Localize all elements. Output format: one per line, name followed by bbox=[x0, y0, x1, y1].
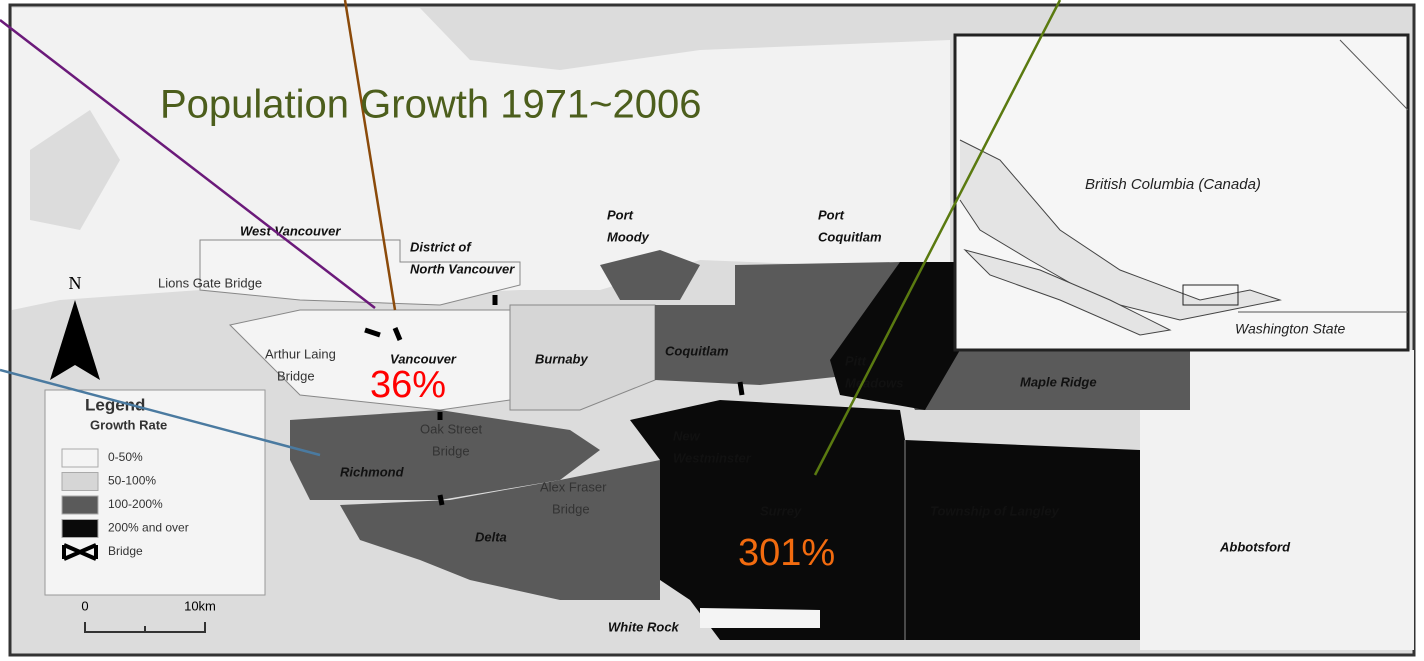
place-label: Surrey bbox=[760, 503, 802, 518]
place-label: Alex Fraser bbox=[540, 479, 607, 494]
place-label: Meadows bbox=[845, 375, 904, 390]
place-label: Bridge bbox=[432, 443, 470, 458]
legend-box bbox=[44, 389, 266, 596]
north-arrow bbox=[50, 300, 100, 380]
place-label: Abbotsford bbox=[1219, 539, 1291, 554]
place-label: Maple Ridge bbox=[1020, 374, 1097, 389]
legend-swatch bbox=[61, 519, 99, 538]
legend-swatch bbox=[61, 472, 99, 491]
legend-swatch bbox=[61, 495, 99, 515]
legend-label: Bridge bbox=[108, 544, 143, 558]
place-label: Arthur Laing bbox=[265, 346, 336, 361]
place-label: New bbox=[673, 428, 701, 443]
legend-label: 200% and over bbox=[108, 521, 189, 535]
place-label: Vancouver bbox=[390, 351, 457, 366]
place-label: Port bbox=[818, 207, 845, 222]
callout-line bbox=[0, 368, 321, 457]
burnaby bbox=[509, 304, 656, 411]
place-label: Delta bbox=[475, 529, 507, 544]
legend-label: 100-200% bbox=[108, 497, 163, 511]
vancouver-island bbox=[963, 249, 1172, 336]
legend-label: 0-50% bbox=[108, 450, 143, 464]
place-label: Port bbox=[607, 207, 634, 222]
map-title: Population Growth 1971~2006 bbox=[160, 83, 702, 127]
scale-start: 0 bbox=[81, 598, 88, 613]
eastern-land bbox=[1140, 350, 1414, 650]
west-north-vancouver bbox=[199, 239, 521, 306]
island bbox=[30, 110, 120, 230]
inset-coast bbox=[959, 139, 1282, 321]
growth-annotation: 301% bbox=[738, 532, 835, 574]
growth-annotation: 36% bbox=[370, 364, 446, 406]
white-rock bbox=[700, 608, 820, 628]
legend-label: 50-100% bbox=[108, 474, 156, 488]
legend-swatch bbox=[61, 448, 99, 468]
place-label: Bridge bbox=[552, 501, 590, 516]
place-label: White Rock bbox=[608, 619, 680, 634]
maple-ridge bbox=[900, 262, 1190, 410]
north-label: N bbox=[69, 273, 82, 293]
place-label: Coquitlam bbox=[665, 343, 729, 358]
place-label: Richmond bbox=[340, 464, 405, 479]
pitt-meadows bbox=[830, 262, 960, 410]
place-label: Township of Langley bbox=[930, 503, 1060, 518]
inset-neighbor-label: Washington State bbox=[1235, 321, 1345, 337]
callout-line bbox=[343, 0, 397, 311]
richmond bbox=[290, 410, 600, 500]
place-label: Bridge bbox=[277, 368, 315, 383]
callout-line bbox=[0, 19, 376, 309]
inset-border bbox=[1339, 39, 1409, 111]
port-moody bbox=[600, 250, 700, 300]
scale-bar bbox=[84, 622, 206, 633]
place-label: Lions Gate Bridge bbox=[158, 275, 262, 290]
place-label: North Vancouver bbox=[410, 261, 515, 276]
place-label: West Vancouver bbox=[240, 223, 341, 238]
callout-line bbox=[813, 0, 1062, 476]
place-label: Coquitlam bbox=[818, 229, 882, 244]
place-label: Pitt bbox=[845, 353, 867, 368]
place-label: Oak Street bbox=[420, 421, 483, 436]
legend-title: Legend bbox=[85, 395, 145, 414]
surrey-langley bbox=[630, 400, 1140, 640]
scale-end: 10km bbox=[184, 598, 216, 613]
bridge-marks bbox=[364, 295, 745, 506]
place-label: District of bbox=[410, 239, 472, 254]
north-shore-land bbox=[12, 8, 950, 310]
inset-locator bbox=[1182, 284, 1239, 306]
legend-bridge-symbol bbox=[62, 543, 98, 561]
delta bbox=[340, 460, 660, 600]
place-label: Moody bbox=[607, 229, 650, 244]
place-label: Westminster bbox=[673, 450, 752, 465]
place-label: Burnaby bbox=[535, 351, 589, 366]
legend-subtitle: Growth Rate bbox=[90, 417, 167, 432]
inset-region-label: British Columbia (Canada) bbox=[1085, 176, 1261, 193]
